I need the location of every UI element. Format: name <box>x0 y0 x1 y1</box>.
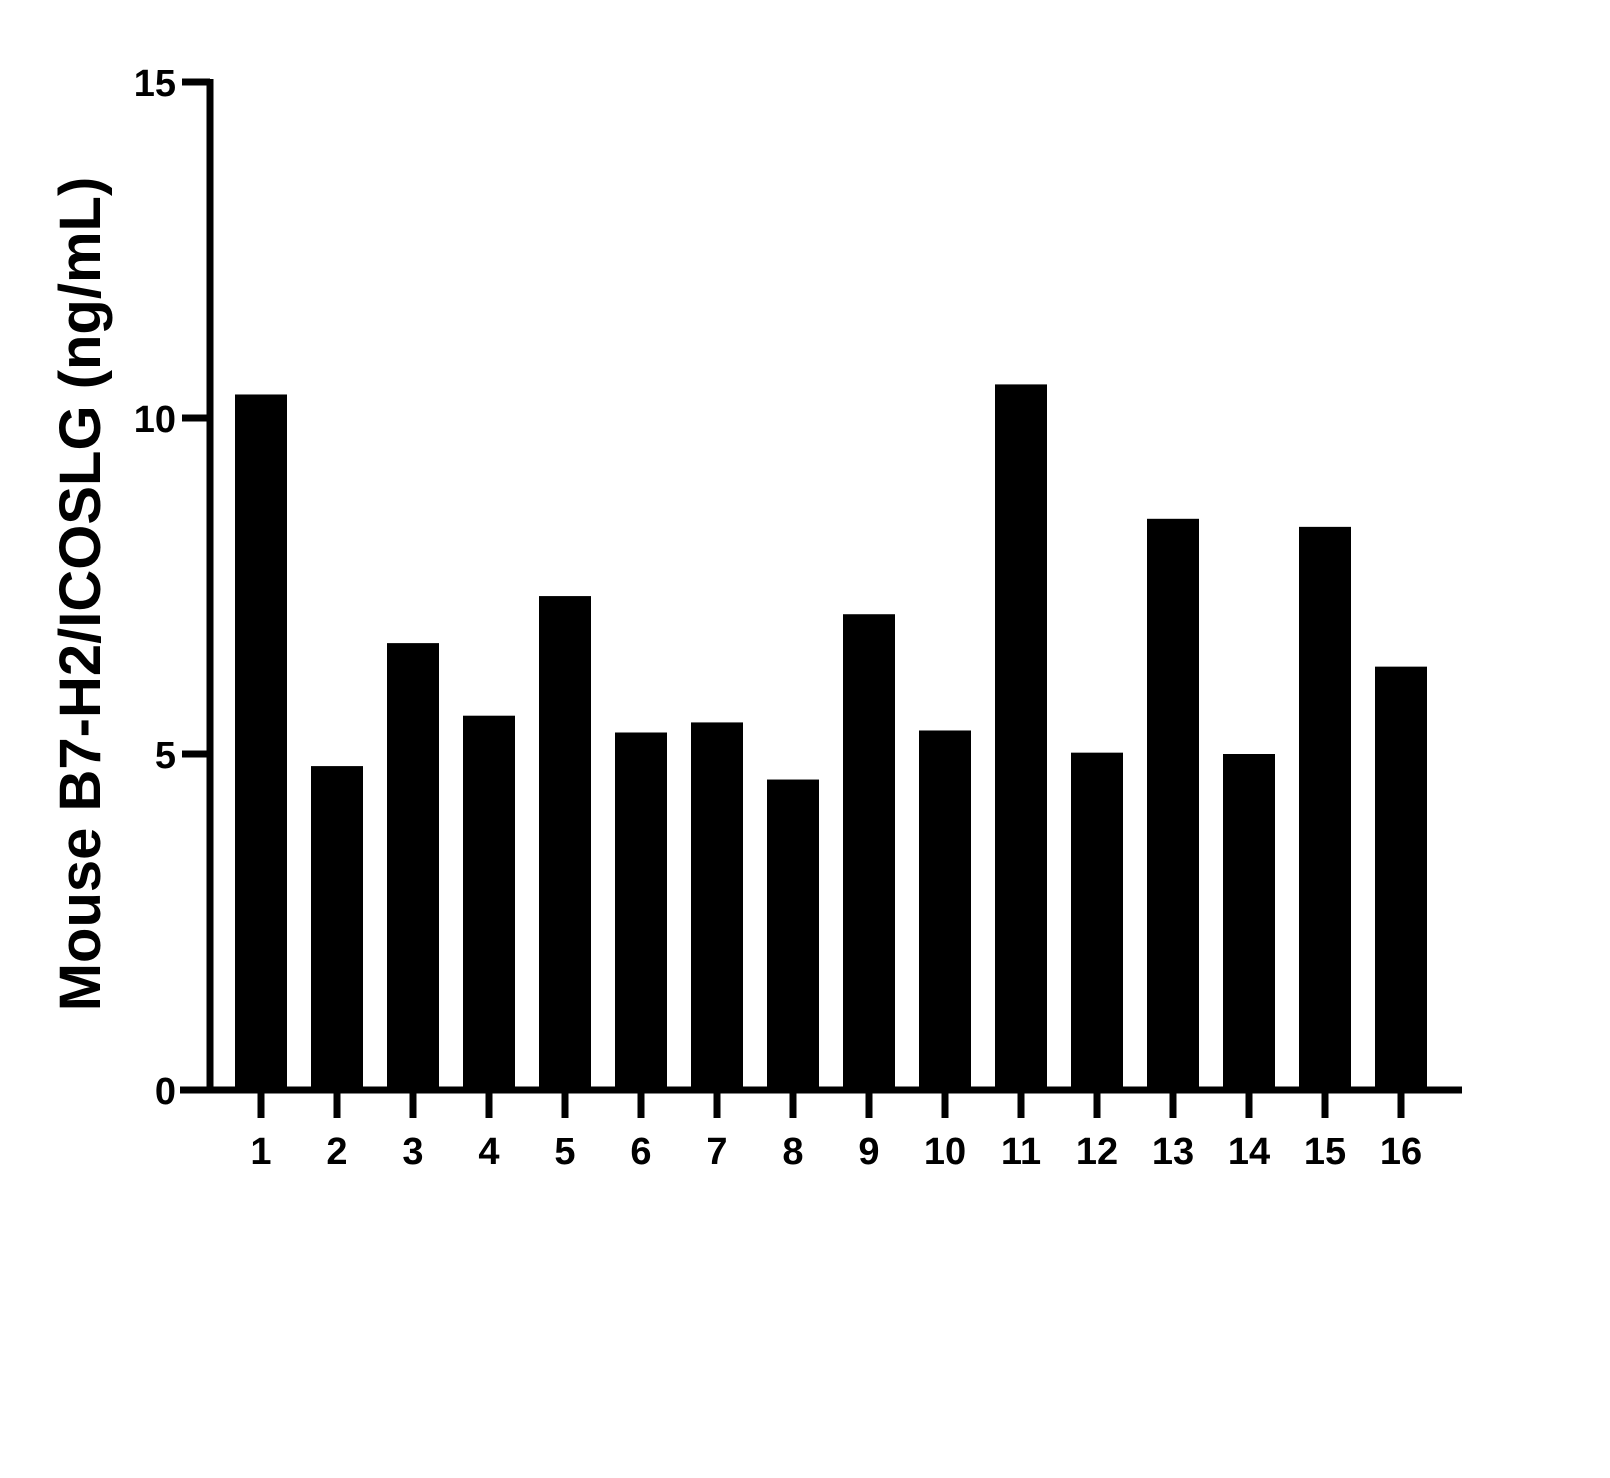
bar-2 <box>311 766 363 1090</box>
bar-6 <box>615 732 667 1090</box>
bar-10 <box>919 730 971 1090</box>
bar-5 <box>539 596 591 1090</box>
x-tick-label-4: 4 <box>478 1131 499 1173</box>
x-tick-label-15: 15 <box>1304 1131 1346 1173</box>
x-tick-label-11: 11 <box>1001 1131 1041 1173</box>
y-axis: 0 5 10 15 <box>134 63 214 1113</box>
bar-9 <box>843 614 895 1090</box>
y-axis-title: Mouse B7-H2/ICOSLG (ng/mL) <box>48 177 113 1012</box>
x-tick-label-9: 9 <box>858 1131 879 1173</box>
bar-13 <box>1147 518 1199 1090</box>
y-tick-label-5: 5 <box>155 735 176 777</box>
bar-4 <box>463 715 515 1090</box>
bar-3 <box>387 643 439 1090</box>
bar-12 <box>1071 752 1123 1090</box>
bar-11 <box>995 384 1047 1090</box>
bar-7 <box>691 722 743 1090</box>
bar-14 <box>1223 754 1275 1090</box>
x-tick-label-12: 12 <box>1076 1131 1118 1173</box>
x-tick-label-14: 14 <box>1228 1131 1270 1173</box>
x-tick-label-5: 5 <box>554 1131 575 1173</box>
bar-1 <box>235 394 287 1091</box>
bar-16 <box>1375 666 1427 1090</box>
y-tick-label-15: 15 <box>134 63 176 105</box>
x-tick-label-6: 6 <box>630 1131 651 1173</box>
x-tick-label-1: 1 <box>250 1131 271 1173</box>
bar-8 <box>767 779 819 1090</box>
x-tick-label-2: 2 <box>326 1131 347 1173</box>
x-tick-label-7: 7 <box>706 1131 727 1173</box>
x-axis: 1 2 3 4 5 6 7 8 9 10 11 12 13 14 15 16 <box>180 1086 1462 1173</box>
y-tick-label-0: 0 <box>155 1071 176 1113</box>
x-tick-label-10: 10 <box>924 1131 966 1173</box>
bar-15 <box>1299 526 1351 1090</box>
y-tick-label-10: 10 <box>134 399 176 441</box>
x-tick-label-13: 13 <box>1152 1131 1194 1173</box>
bars-group <box>235 384 1427 1091</box>
x-tick-label-8: 8 <box>782 1131 803 1173</box>
x-tick-label-16: 16 <box>1380 1131 1422 1173</box>
x-tick-label-3: 3 <box>402 1131 423 1173</box>
